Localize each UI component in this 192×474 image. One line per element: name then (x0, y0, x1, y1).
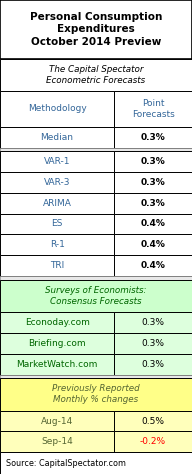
Text: Econoday.com: Econoday.com (25, 318, 89, 327)
Text: Source: CapitalSpectator.com: Source: CapitalSpectator.com (6, 459, 126, 468)
Text: -0.2%: -0.2% (140, 438, 166, 447)
Bar (0, 214, 114, 235)
Text: 0.3%: 0.3% (141, 178, 166, 187)
Bar (114, 312, 192, 333)
Bar (114, 333, 192, 354)
Bar (0, 276, 192, 280)
Bar (0, 193, 114, 214)
Text: MarketWatch.com: MarketWatch.com (17, 360, 98, 369)
Bar (0, 354, 114, 374)
Text: Point
Forecasts: Point Forecasts (132, 99, 175, 119)
Bar (0, 312, 114, 333)
Text: The Capital Spectator
Econometric Forecasts: The Capital Spectator Econometric Foreca… (46, 65, 146, 85)
Text: Median: Median (41, 133, 74, 142)
Text: VAR-3: VAR-3 (44, 178, 70, 187)
Bar (114, 127, 192, 147)
Bar (114, 91, 192, 127)
Bar (114, 214, 192, 235)
Bar (0, 127, 114, 147)
Text: 0.4%: 0.4% (141, 240, 166, 249)
Bar (114, 193, 192, 214)
Text: Personal Consumption
Expenditures
October 2014 Preview: Personal Consumption Expenditures Octobe… (30, 12, 162, 47)
Text: 0.3%: 0.3% (142, 339, 165, 348)
Bar (114, 255, 192, 276)
Bar (0, 235, 114, 255)
Text: 0.5%: 0.5% (142, 417, 165, 426)
Bar (114, 151, 192, 172)
Bar (114, 410, 192, 431)
Bar (0, 374, 192, 378)
Text: R-1: R-1 (50, 240, 65, 249)
Text: ARIMA: ARIMA (43, 199, 72, 208)
Bar (0, 452, 192, 474)
Text: Briefing.com: Briefing.com (28, 339, 86, 348)
Text: TRI: TRI (50, 261, 64, 270)
Bar (0, 431, 114, 452)
Bar (0, 410, 114, 431)
Text: Methodology: Methodology (28, 104, 86, 113)
Bar (0, 0, 192, 59)
Bar (0, 147, 192, 151)
Text: Aug-14: Aug-14 (41, 417, 73, 426)
Bar (0, 172, 114, 193)
Bar (0, 91, 114, 127)
Bar (0, 151, 114, 172)
Text: Previously Reported
Monthly % changes: Previously Reported Monthly % changes (52, 384, 140, 404)
Text: Sep-14: Sep-14 (41, 438, 73, 447)
Text: Surveys of Economists:
Consensus Forecasts: Surveys of Economists: Consensus Forecas… (45, 286, 147, 306)
Bar (114, 172, 192, 193)
Text: ES: ES (51, 219, 63, 228)
Bar (0, 378, 192, 410)
Text: 0.3%: 0.3% (142, 360, 165, 369)
Bar (0, 280, 192, 312)
Bar (114, 235, 192, 255)
Text: 0.3%: 0.3% (141, 199, 166, 208)
Text: 0.3%: 0.3% (141, 133, 166, 142)
Text: 0.4%: 0.4% (141, 219, 166, 228)
Bar (0, 59, 192, 91)
Text: 0.3%: 0.3% (142, 318, 165, 327)
Text: VAR-1: VAR-1 (44, 157, 70, 166)
Bar (114, 354, 192, 374)
Text: 0.4%: 0.4% (141, 261, 166, 270)
Bar (114, 431, 192, 452)
Text: 0.3%: 0.3% (141, 157, 166, 166)
Bar (0, 333, 114, 354)
Bar (0, 255, 114, 276)
